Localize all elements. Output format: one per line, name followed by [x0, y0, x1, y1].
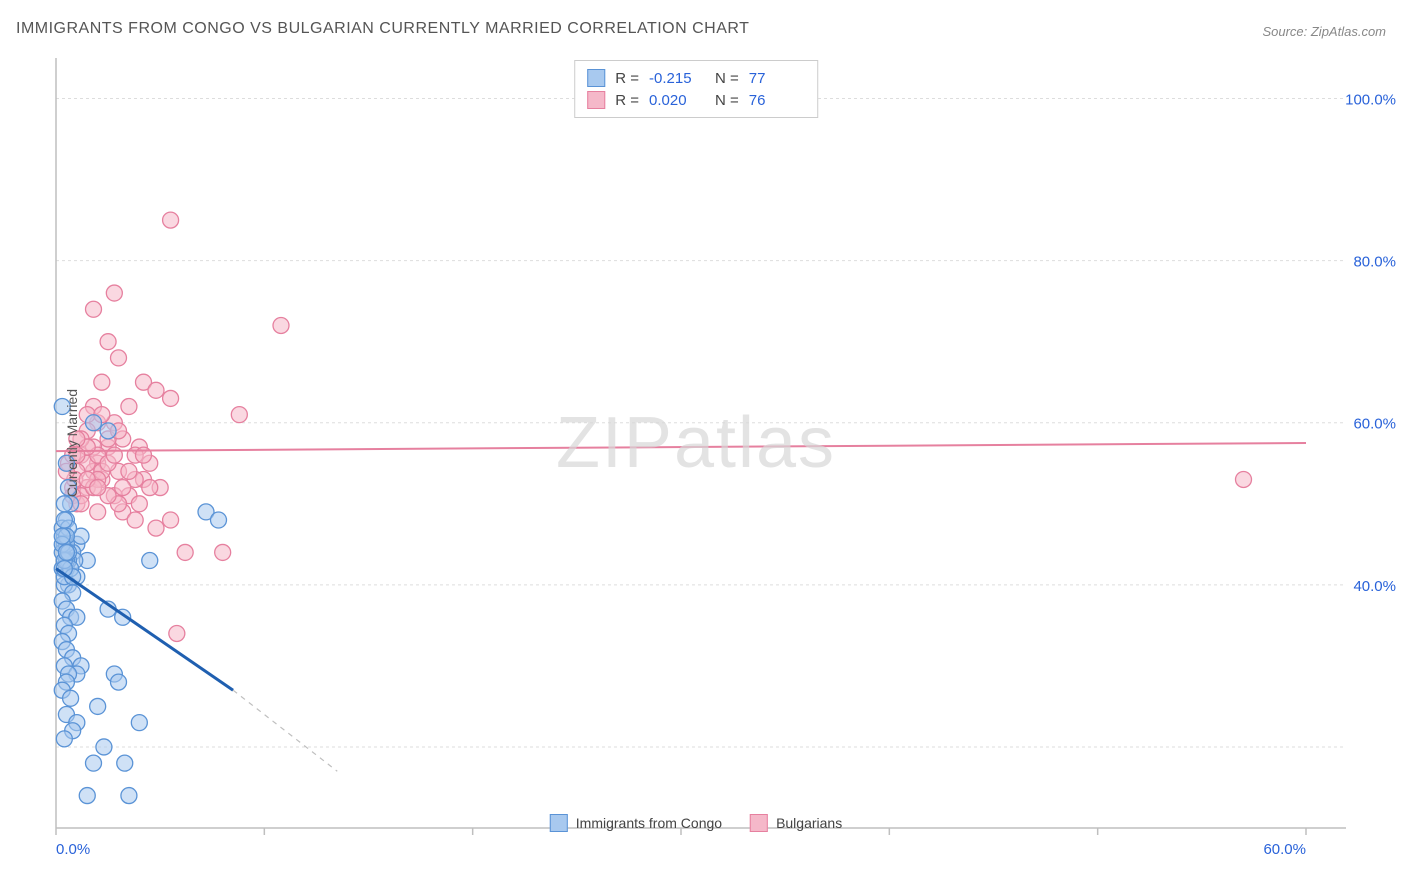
scatter-chart: 40.0%60.0%80.0%100.0%0.0%60.0%: [46, 58, 1346, 868]
chart-source: Source: ZipAtlas.com: [1262, 24, 1386, 39]
stat-n-label-2: N =: [715, 92, 739, 109]
stats-row-bulgarian: R = 0.020 N = 76: [587, 89, 805, 111]
svg-text:60.0%: 60.0%: [1353, 416, 1396, 433]
swatch-congo: [587, 69, 605, 87]
svg-text:100.0%: 100.0%: [1345, 92, 1396, 109]
stat-n-label: N =: [715, 70, 739, 87]
stats-legend-box: R = -0.215 N = 77 R = 0.020 N = 76: [574, 60, 818, 118]
chart-container: Currently Married ZIPatlas 40.0%60.0%80.…: [46, 58, 1346, 828]
congo-r-value: -0.215: [649, 70, 705, 87]
legend-label-bulgarian: Bulgarians: [776, 815, 842, 831]
bulgarian-r-value: 0.020: [649, 92, 705, 109]
chart-title: IMMIGRANTS FROM CONGO VS BULGARIAN CURRE…: [16, 20, 749, 38]
legend-item-congo: Immigrants from Congo: [550, 814, 722, 832]
swatch-bulgarian: [587, 91, 605, 109]
stat-r-label-2: R =: [615, 92, 639, 109]
legend-swatch-bulgarian: [750, 814, 768, 832]
svg-text:60.0%: 60.0%: [1263, 841, 1306, 858]
congo-n-value: 77: [749, 70, 805, 87]
stats-row-congo: R = -0.215 N = 77: [587, 67, 805, 89]
svg-text:0.0%: 0.0%: [56, 841, 90, 858]
legend-item-bulgarian: Bulgarians: [750, 814, 842, 832]
bulgarian-n-value: 76: [749, 92, 805, 109]
legend-bottom: Immigrants from Congo Bulgarians: [550, 814, 842, 832]
svg-text:40.0%: 40.0%: [1353, 578, 1396, 595]
legend-label-congo: Immigrants from Congo: [576, 815, 722, 831]
y-axis-label: Currently Married: [64, 389, 80, 497]
legend-swatch-congo: [550, 814, 568, 832]
svg-text:80.0%: 80.0%: [1353, 254, 1396, 271]
stat-r-label: R =: [615, 70, 639, 87]
